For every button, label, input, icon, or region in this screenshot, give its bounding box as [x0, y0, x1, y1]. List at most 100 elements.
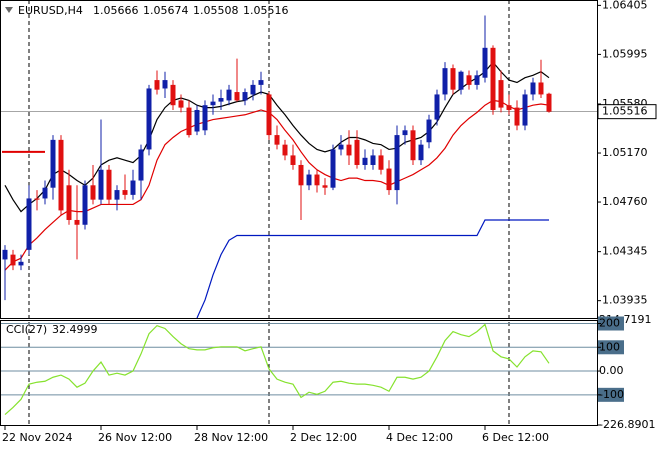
candle-body	[466, 75, 472, 85]
candle-body	[130, 180, 136, 195]
candle-body	[58, 139, 64, 211]
y-tick-label: 1.04760	[602, 195, 648, 208]
candle-body	[218, 98, 224, 102]
chart-title: EURUSD,H4	[18, 4, 83, 17]
candle-body	[74, 219, 80, 225]
x-tick-label: 2 Dec 12:00	[290, 431, 357, 444]
candle-body	[306, 174, 312, 186]
candle-body	[506, 105, 512, 110]
y-tick-label: 200	[599, 316, 620, 329]
candle-body	[82, 185, 88, 225]
cci-pane	[0, 320, 598, 426]
candle-body	[530, 82, 536, 95]
candle-body	[194, 109, 200, 132]
candle-body	[354, 139, 360, 165]
candle-body	[162, 80, 168, 89]
candle-body	[434, 94, 440, 120]
y-tick-label: -100	[599, 388, 624, 401]
overlay-line	[4, 61, 550, 213]
x-tick-label: 26 Nov 12:00	[98, 431, 172, 444]
candle-body	[386, 168, 392, 191]
candle-body	[322, 185, 328, 188]
candle-body	[346, 144, 352, 156]
candle-body	[146, 88, 152, 150]
candle-body	[202, 105, 208, 131]
candle-body	[474, 75, 480, 85]
overlay-line	[196, 219, 549, 318]
y-tick-label: -226.8901	[599, 418, 655, 431]
main-pane	[0, 0, 598, 319]
candle-body	[42, 187, 48, 199]
candle-body	[378, 155, 384, 170]
candle-body	[370, 155, 376, 165]
candle-body	[290, 155, 296, 165]
icon	[5, 7, 13, 13]
candle-body	[522, 94, 528, 126]
candle-body	[234, 92, 240, 101]
candle-body	[34, 198, 40, 200]
candle-body	[418, 144, 424, 161]
candle-body	[2, 249, 8, 260]
candle-body	[154, 80, 160, 90]
candle-body	[538, 82, 544, 95]
level-box	[598, 387, 624, 402]
y-tick-label: 1.04345	[602, 245, 648, 258]
y-tick-label: 1.05995	[602, 47, 648, 60]
candle-body	[282, 144, 288, 156]
candle-body	[50, 139, 56, 188]
candle-body	[298, 164, 304, 186]
level-box	[598, 340, 624, 355]
candle-body	[178, 100, 184, 108]
candle-body	[242, 92, 248, 101]
candle-body	[402, 130, 408, 136]
candle-body	[122, 190, 128, 195]
candle-body	[18, 261, 24, 266]
y-tick-label: 0.00	[599, 364, 624, 377]
candle-body	[490, 47, 496, 110]
candle-body	[482, 47, 488, 78]
candle-body	[338, 144, 344, 150]
price-box	[597, 104, 657, 120]
candle-body	[66, 185, 72, 220]
candle-body	[98, 169, 104, 200]
candle-body	[458, 71, 464, 90]
candle-body	[410, 130, 416, 161]
x-tick-label: 4 Dec 12:00	[386, 431, 453, 444]
candle-body	[90, 185, 96, 200]
candle-body	[314, 174, 320, 186]
candle-body	[138, 149, 144, 181]
x-tick-label: 22 Nov 2024	[2, 431, 72, 444]
indicator-value: 32.4999	[52, 323, 98, 336]
candle-body	[330, 149, 336, 188]
y-tick-label: 100	[599, 340, 620, 353]
candle-body	[426, 119, 432, 143]
ohlc-value: 1.05516	[243, 4, 289, 17]
candle-body	[250, 84, 256, 95]
x-tick-label: 28 Nov 12:00	[194, 431, 268, 444]
y-tick-label: 1.06405	[602, 0, 648, 11]
level-box	[598, 316, 624, 331]
candle-body	[266, 94, 272, 136]
price-label: 1.05516	[602, 105, 648, 118]
indicator-title: CCI(27)	[6, 323, 47, 336]
candle-body	[258, 80, 264, 85]
overlay-line	[4, 99, 550, 271]
ohlc-value: 1.05666	[93, 4, 139, 17]
candle-body	[114, 190, 120, 200]
candle-body	[546, 93, 552, 112]
candle-body	[514, 107, 520, 126]
candle-body	[186, 107, 192, 136]
ohlc-value: 1.05508	[193, 4, 239, 17]
candle-body	[450, 68, 456, 90]
candle-body	[170, 84, 176, 106]
y-tick-label: 1.05170	[602, 146, 648, 159]
candle-body	[210, 101, 216, 106]
candle-body	[498, 80, 504, 108]
x-tick-label: 6 Dec 12:00	[482, 431, 549, 444]
candle-body	[394, 135, 400, 191]
candle-body	[10, 254, 16, 266]
candle-body	[362, 157, 368, 165]
y-tick-label: 1.03935	[602, 294, 648, 307]
